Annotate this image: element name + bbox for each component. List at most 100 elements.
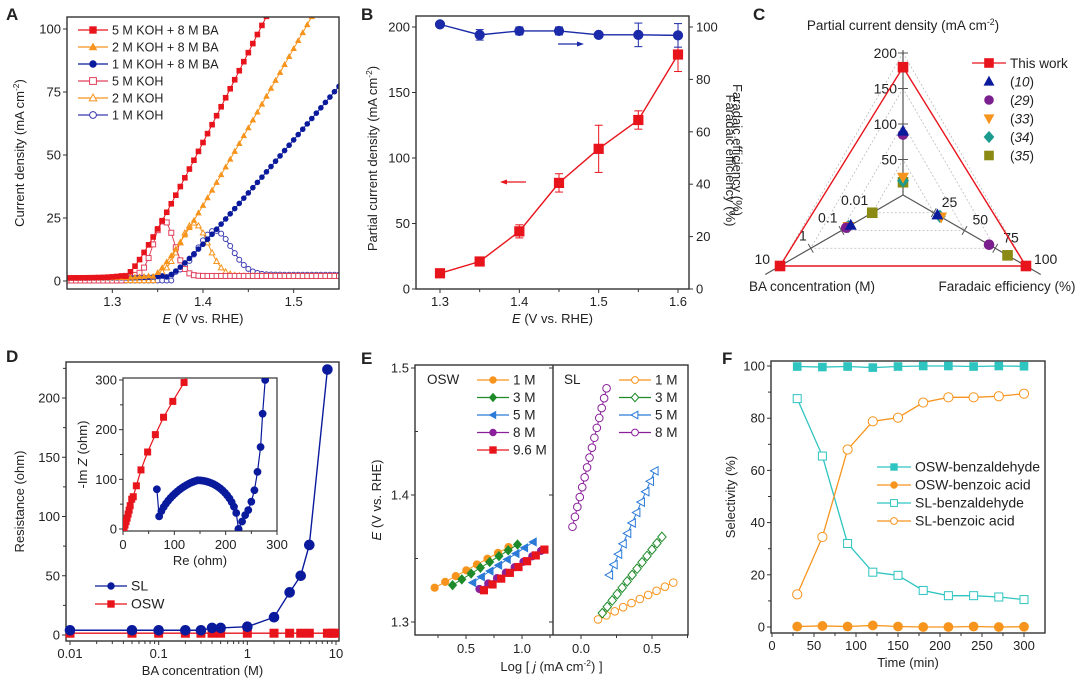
legend-marker xyxy=(630,392,640,403)
data-point xyxy=(892,412,904,423)
series-osw-3-m xyxy=(447,539,523,591)
data-point xyxy=(474,29,485,40)
data-point xyxy=(222,236,229,243)
series-10 xyxy=(844,124,944,230)
data-point xyxy=(145,242,152,248)
data-point xyxy=(669,578,678,587)
data-point xyxy=(290,45,297,52)
x-tick-label: 150 xyxy=(887,638,909,653)
x-tick-label: 200 xyxy=(929,638,951,653)
data-point xyxy=(254,108,261,115)
data-point xyxy=(943,622,954,632)
legend-marker xyxy=(489,376,497,384)
data-point xyxy=(234,525,243,531)
data-point xyxy=(573,502,582,512)
data-point xyxy=(273,0,278,1)
data-point xyxy=(817,451,827,461)
data-point xyxy=(994,361,1004,371)
y-tick-label: 20 xyxy=(751,567,765,582)
data-point xyxy=(1020,260,1032,272)
data-point xyxy=(327,94,333,100)
data-point xyxy=(322,99,329,106)
inset-chart: 0 100 200 300 0 100 200 300 Re (ohm) -Im Z (ohm) xyxy=(75,373,288,569)
data-point xyxy=(180,624,191,636)
y-tick-label: 150 xyxy=(388,85,410,100)
radar-tick-label: 50 xyxy=(972,212,988,228)
data-point xyxy=(141,249,147,256)
data-point xyxy=(218,103,224,110)
data-point xyxy=(1019,595,1029,605)
data-point xyxy=(182,175,188,181)
data-point xyxy=(308,115,315,122)
data-point xyxy=(983,239,995,250)
data-point xyxy=(227,211,233,217)
data-point xyxy=(341,273,347,278)
series-sl-5-m xyxy=(603,465,659,581)
data-point xyxy=(994,592,1004,602)
grid-triangle xyxy=(810,87,996,249)
panel-label-b: B xyxy=(361,5,373,24)
data-point xyxy=(602,601,613,613)
data-point xyxy=(475,562,485,573)
x-tick-label: 0.1 xyxy=(150,646,168,661)
data-point xyxy=(968,621,979,632)
data-point xyxy=(602,384,611,393)
legend-label-2-m-koh-8-m-ba: 2 M KOH + 8 M BA xyxy=(112,41,219,55)
data-point xyxy=(231,76,238,83)
data-point xyxy=(451,571,460,581)
data-point xyxy=(774,260,786,272)
data-point xyxy=(132,482,140,490)
data-point xyxy=(594,413,604,423)
data-point xyxy=(314,6,320,11)
data-point xyxy=(318,0,324,3)
panel-label-d: D xyxy=(6,347,18,366)
data-point xyxy=(261,378,270,384)
data-point xyxy=(843,538,853,548)
data-point xyxy=(277,153,283,159)
radar-tick-label: 10 xyxy=(754,251,770,267)
y-tick-label: 75 xyxy=(47,85,61,100)
data-point xyxy=(577,482,587,492)
panel-a: 1.3 1.4 1.5 0 25 50 75 100 E (V vs. RHE) Current … xyxy=(11,0,347,326)
data-point xyxy=(168,229,175,236)
y-tick-label: 100 xyxy=(388,151,410,166)
arrow-left-head xyxy=(500,179,507,185)
legend-label-osw-benzaldehyde: OSW-benzaldehyde xyxy=(915,459,1040,475)
x-tick-label: 1.3 xyxy=(431,294,449,309)
data-point xyxy=(318,104,324,111)
data-point xyxy=(245,265,252,272)
data-point xyxy=(640,486,650,497)
data-point xyxy=(241,58,247,65)
series-line xyxy=(796,398,1025,601)
data-point xyxy=(993,622,1004,632)
series-faradaic-efficiency xyxy=(434,19,684,48)
data-point xyxy=(140,272,148,279)
data-point xyxy=(582,463,592,472)
legend-marker xyxy=(89,26,97,34)
data-point xyxy=(844,218,857,230)
data-point xyxy=(553,177,565,188)
data-point xyxy=(627,569,637,581)
y-tick-label: 150 xyxy=(38,450,60,465)
data-point xyxy=(204,194,211,201)
data-point xyxy=(127,269,134,275)
data-point xyxy=(213,257,221,265)
data-point xyxy=(599,393,609,403)
data-point xyxy=(633,29,644,40)
data-point xyxy=(610,606,620,616)
data-point xyxy=(485,556,495,568)
data-point xyxy=(622,575,632,587)
data-point xyxy=(818,362,827,372)
data-point xyxy=(149,272,157,279)
y-axis-label: Resistance (ohm) xyxy=(12,451,27,553)
data-point xyxy=(817,531,828,543)
data-point xyxy=(263,92,270,99)
y-tick-label: 1.4 xyxy=(391,488,409,503)
data-point xyxy=(259,22,265,29)
x-axis-label: Time (min) xyxy=(877,655,939,670)
data-point xyxy=(304,21,311,28)
data-point xyxy=(269,5,274,10)
x-tick-label: 300 xyxy=(1013,638,1035,653)
radar-tick-label: 200 xyxy=(874,45,898,61)
series-this-work xyxy=(774,61,1032,272)
